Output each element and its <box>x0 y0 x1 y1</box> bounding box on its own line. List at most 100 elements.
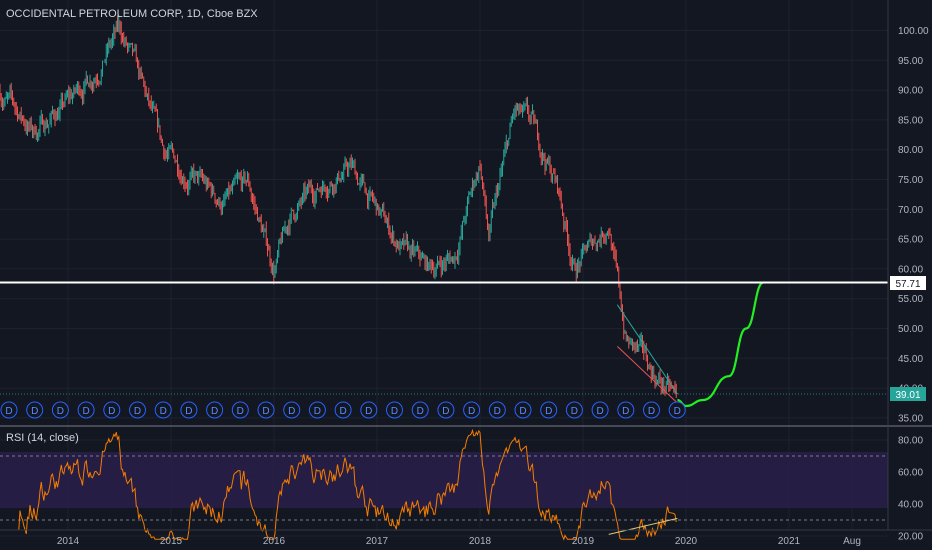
dividend-marker[interactable]: D <box>411 401 429 419</box>
price-candles <box>0 14 677 398</box>
dividend-marker[interactable]: D <box>463 401 481 419</box>
level-price-label: 57.71 <box>890 276 926 290</box>
dividend-marker-label: D <box>545 406 552 417</box>
wedge-lower-line <box>616 346 678 404</box>
dividend-marker-circle <box>540 401 558 419</box>
trendlines <box>616 304 678 404</box>
dividend-marker-circle <box>643 401 660 419</box>
rsi-tick-label: 80.00 <box>898 436 923 447</box>
dividend-marker-circle <box>437 401 455 419</box>
dividend-marker[interactable]: D <box>643 401 660 419</box>
time-tick-label: 2014 <box>57 536 80 547</box>
dividend-marker[interactable]: D <box>26 401 44 419</box>
dividend-marker[interactable]: D <box>668 401 686 419</box>
dividend-marker[interactable]: D <box>231 401 249 419</box>
time-tick-label: 2020 <box>675 536 698 547</box>
dividend-marker[interactable]: D <box>386 401 403 419</box>
dividend-marker[interactable]: D <box>283 401 301 419</box>
dividend-marker[interactable]: D <box>77 401 95 419</box>
dividend-marker-circle <box>360 401 378 419</box>
dividend-marker-label: D <box>417 406 424 417</box>
dividend-marker-label: D <box>160 406 167 417</box>
price-tick-label: 65.00 <box>898 235 923 246</box>
dividend-marker[interactable]: D <box>437 401 455 419</box>
dividend-marker-label: D <box>339 406 346 417</box>
dividend-marker[interactable]: D <box>103 401 121 419</box>
dividend-marker-label: D <box>571 406 578 417</box>
rsi-divergence-line <box>608 517 678 535</box>
projection-line <box>677 281 764 408</box>
time-tick-label: 2015 <box>160 536 183 547</box>
dividend-marker-circle <box>668 401 686 419</box>
price-tick-label: 45.00 <box>898 354 923 365</box>
rsi-band <box>0 452 888 508</box>
dividend-marker[interactable]: D <box>488 401 506 419</box>
dividend-marker-label: D <box>185 406 192 417</box>
rsi-tick-label: 60.00 <box>898 468 923 479</box>
dividend-marker-circle <box>180 401 198 419</box>
dividend-marker[interactable]: D <box>51 401 69 419</box>
dividend-marker-circle <box>334 401 352 419</box>
dividend-marker-circle <box>308 401 326 419</box>
price-tick-label: 35.00 <box>898 413 923 424</box>
dividend-marker-label: D <box>134 406 141 417</box>
time-tick-label: 2021 <box>778 536 801 547</box>
price-axis: 100.00 95.00 90.00 85.00 80.00 75.00 70.00 65.0… <box>898 26 929 424</box>
dividend-marker-circle <box>463 401 481 419</box>
dividend-marker[interactable]: D <box>360 401 378 419</box>
dividend-marker-label: D <box>237 406 244 417</box>
dividend-marker-circle <box>257 401 275 419</box>
dividend-marker-circle <box>411 401 429 419</box>
dividend-marker-label: D <box>31 406 38 417</box>
time-axis: 2014 2015 2016 2017 2018 2019 2020 2021 Aug <box>57 536 861 547</box>
price-tick-label: 70.00 <box>898 205 923 216</box>
dividend-marker[interactable]: D <box>154 401 172 419</box>
price-tick-label: 80.00 <box>898 145 923 156</box>
dividend-marker[interactable]: D <box>514 401 532 419</box>
dividend-marker[interactable]: D <box>540 401 558 419</box>
dividend-marker-circle <box>51 401 69 419</box>
dividend-marker-label: D <box>314 406 321 417</box>
price-tick-label: 75.00 <box>898 175 923 186</box>
dividend-marker-label: D <box>82 406 89 417</box>
dividend-marker-label: D <box>494 406 501 417</box>
dividend-marker-circle <box>206 401 224 419</box>
dividend-marker[interactable]: D <box>0 401 18 419</box>
chart-title: OCCIDENTAL PETROLEUM CORP, 1D, Cboe BZX <box>6 8 258 20</box>
dividend-marker[interactable]: D <box>180 401 198 419</box>
dividend-marker[interactable]: D <box>617 401 635 419</box>
price-tick-label: 100.00 <box>898 26 929 37</box>
dividend-marker-label: D <box>391 406 398 417</box>
dividend-marker-label: D <box>596 406 603 417</box>
time-tick-label: 2018 <box>469 536 492 547</box>
dividend-marker-label: D <box>622 406 629 417</box>
rsi-title: RSI (14, close) <box>6 432 79 444</box>
dividend-marker[interactable]: D <box>206 401 224 419</box>
dividend-marker-circle <box>77 401 95 419</box>
rsi-axis: 80.00 60.00 40.00 20.00 <box>898 436 923 543</box>
rsi-line <box>18 428 677 541</box>
dividend-marker[interactable]: D <box>308 401 326 419</box>
rsi-levels <box>0 455 888 521</box>
dividend-marker-circle <box>283 401 301 419</box>
rsi-trendline <box>608 517 678 535</box>
time-tick-label: 2019 <box>572 536 595 547</box>
dividend-marker-circle <box>488 401 506 419</box>
price-tick-label: 50.00 <box>898 324 923 335</box>
rsi-tick-label: 20.00 <box>898 532 923 543</box>
wedge-upper-line <box>616 304 678 395</box>
dividend-marker-label: D <box>57 406 64 417</box>
dividend-marker-label: D <box>674 406 681 417</box>
dividend-marker[interactable]: D <box>565 401 583 419</box>
dividend-marker[interactable]: D <box>334 401 352 419</box>
last-price-label: 39.01 <box>890 387 926 402</box>
dividend-marker[interactable]: D <box>129 401 146 419</box>
dividend-marker[interactable]: D <box>257 401 275 419</box>
dividend-marker-circle <box>514 401 532 419</box>
dividend-marker-label: D <box>108 406 115 417</box>
dividend-marker-label: D <box>288 406 295 417</box>
dividend-marker[interactable]: D <box>591 401 609 419</box>
dividend-marker-label: D <box>442 406 449 417</box>
